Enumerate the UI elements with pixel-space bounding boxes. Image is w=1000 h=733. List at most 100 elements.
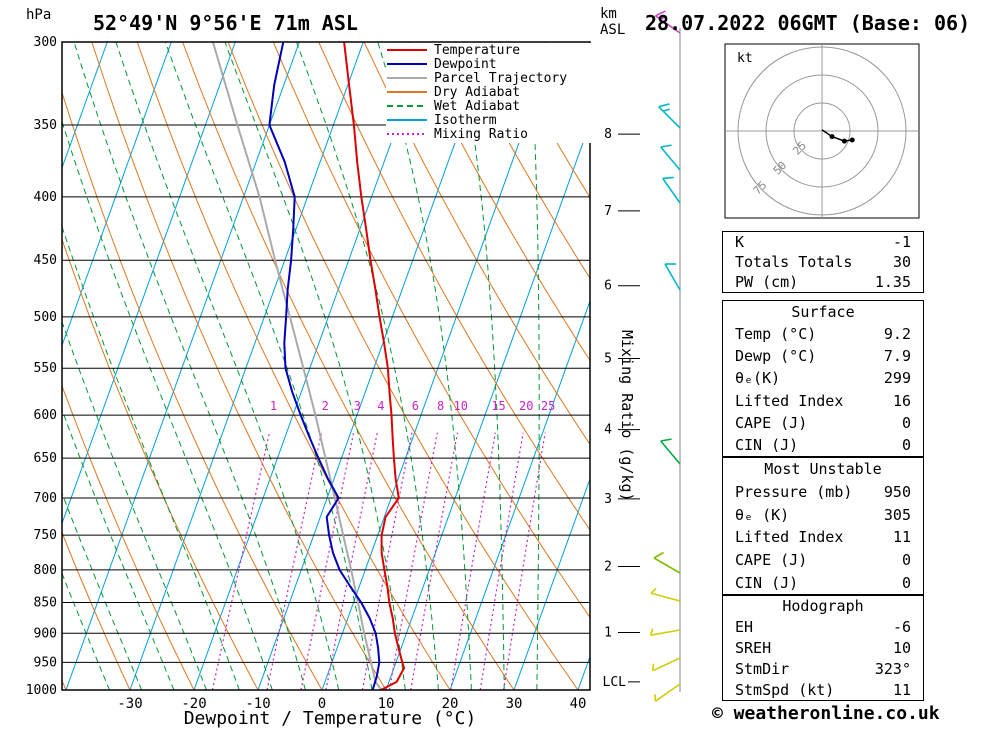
- table-row-label: CIN (J): [735, 435, 799, 454]
- svg-text:-10: -10: [245, 696, 270, 712]
- indices-table: K -1 Totals Totals 30 PW (cm) 1.35: [722, 231, 924, 293]
- svg-text:500: 500: [34, 310, 57, 325]
- svg-text:2: 2: [322, 399, 329, 413]
- table-row: Pressure (mb) 950: [723, 481, 923, 504]
- legend-line-sample: [387, 91, 427, 93]
- table-row-label: θₑ(K): [735, 369, 781, 388]
- svg-text:700: 700: [34, 491, 57, 506]
- table-row-label: SREH: [735, 638, 772, 657]
- wind-barb: [658, 103, 681, 129]
- svg-text:40: 40: [570, 696, 587, 712]
- table-row: StmDir 323°: [723, 658, 923, 679]
- svg-text:850: 850: [34, 596, 57, 611]
- table-row: Lifted Index 11: [723, 526, 923, 549]
- table-row-value: 11: [892, 528, 911, 547]
- table-row-label: Temp (°C): [735, 325, 817, 344]
- table-row-label: EH: [735, 618, 754, 637]
- copyright-text: © weatheronline.co.uk: [712, 703, 940, 724]
- wind-barb: [662, 176, 681, 204]
- x-axis-title: Dewpoint / Temperature (°C): [183, 708, 477, 729]
- table-row-value: 950: [883, 483, 911, 501]
- table-row-label: Lifted Index: [735, 391, 844, 410]
- table-row: EH -6: [723, 617, 923, 638]
- svg-text:1: 1: [270, 399, 277, 413]
- wind-barb: [653, 551, 681, 574]
- svg-text:8: 8: [437, 399, 444, 413]
- svg-text:4: 4: [604, 423, 612, 438]
- table-row: CIN (J) 0: [723, 571, 923, 594]
- legend-label: Mixing Ratio: [434, 126, 528, 142]
- table-row: PW (cm) 1.35: [723, 272, 923, 292]
- table-row: Lifted Index 16: [723, 390, 923, 412]
- svg-text:10: 10: [378, 696, 395, 712]
- table-row-label: Lifted Index: [735, 528, 844, 547]
- legend-item-temperature: Temperature: [386, 43, 592, 58]
- table-row-value: 16: [892, 391, 911, 410]
- legend-item-dry-adiabat: Dry Adiabat: [386, 85, 592, 100]
- table-row-value: 10: [892, 638, 911, 657]
- table-row-label: StmSpd (kt): [735, 680, 835, 699]
- table-row-label: K: [735, 233, 745, 251]
- legend-line-sample: [387, 63, 427, 65]
- table-row-value: 0: [901, 413, 911, 432]
- legend-item-parcel: Parcel Trajectory: [386, 70, 592, 86]
- legend-label: Wet Adiabat: [434, 98, 521, 114]
- svg-text:-20: -20: [181, 696, 206, 712]
- wind-barb: [652, 657, 681, 672]
- table-row-label: Dewp (°C): [735, 347, 817, 366]
- wind-barb: [660, 438, 681, 465]
- svg-text:15: 15: [491, 399, 505, 413]
- svg-text:3: 3: [354, 399, 361, 413]
- svg-text:300: 300: [34, 35, 57, 50]
- table-row: CAPE (J) 0: [723, 549, 923, 572]
- km-axis-group: 1 2 3 4 5 6 7 8 LCL: [603, 127, 640, 690]
- table-row-label: PW (cm): [735, 273, 799, 291]
- table-row-value: 9.2: [883, 325, 911, 344]
- wind-barb: [664, 263, 681, 291]
- svg-text:1: 1: [604, 626, 612, 641]
- wind-barb: [650, 587, 681, 602]
- legend-label: Isotherm: [434, 112, 497, 128]
- wind-barb: [649, 628, 681, 636]
- svg-text:4: 4: [377, 399, 384, 413]
- table-row-label: CIN (J): [735, 573, 799, 592]
- table-row: CIN (J) 0: [723, 434, 923, 456]
- lcl-label: LCL: [603, 675, 627, 690]
- table-row: CAPE (J) 0: [723, 412, 923, 434]
- table-row-label: θₑ (K): [735, 505, 790, 524]
- table-row: Temp (°C) 9.2: [723, 323, 923, 345]
- legend-label: Parcel Trajectory: [434, 70, 568, 86]
- table-row-value: 299: [883, 369, 911, 388]
- legend-item-mixing-ratio: Mixing Ratio: [386, 126, 592, 142]
- wind-barb: [654, 683, 681, 702]
- isotherms-group: [62, 42, 590, 690]
- svg-text:600: 600: [34, 408, 57, 423]
- legend-label: Dewpoint: [434, 56, 497, 72]
- legend-line-sample: [387, 77, 427, 79]
- svg-text:20: 20: [442, 696, 459, 712]
- table-row-value: 1.35: [874, 273, 911, 291]
- svg-text:750: 750: [34, 528, 57, 543]
- svg-text:400: 400: [34, 190, 57, 205]
- svg-text:6: 6: [604, 279, 612, 294]
- sounding-profiles: [211, 42, 406, 690]
- table-row: θₑ (K) 305: [723, 503, 923, 526]
- legend-line-sample: [387, 105, 427, 107]
- table-row-value: 7.9: [883, 347, 911, 366]
- km-axis-header-line1: km: [600, 6, 617, 22]
- svg-text:3: 3: [604, 492, 612, 507]
- svg-text:10: 10: [454, 399, 468, 413]
- table-row: K -1: [723, 232, 923, 252]
- svg-text:800: 800: [34, 563, 57, 578]
- svg-text:950: 950: [34, 655, 57, 670]
- wind-barbs-group: [649, 10, 681, 702]
- table-row-label: Pressure (mb): [735, 483, 853, 501]
- svg-text:900: 900: [34, 626, 57, 641]
- svg-text:0: 0: [318, 696, 326, 712]
- svg-text:5: 5: [604, 352, 612, 367]
- table-row-value: -6: [892, 618, 911, 637]
- table-row-label: Totals Totals: [735, 253, 853, 271]
- svg-text:350: 350: [34, 118, 57, 133]
